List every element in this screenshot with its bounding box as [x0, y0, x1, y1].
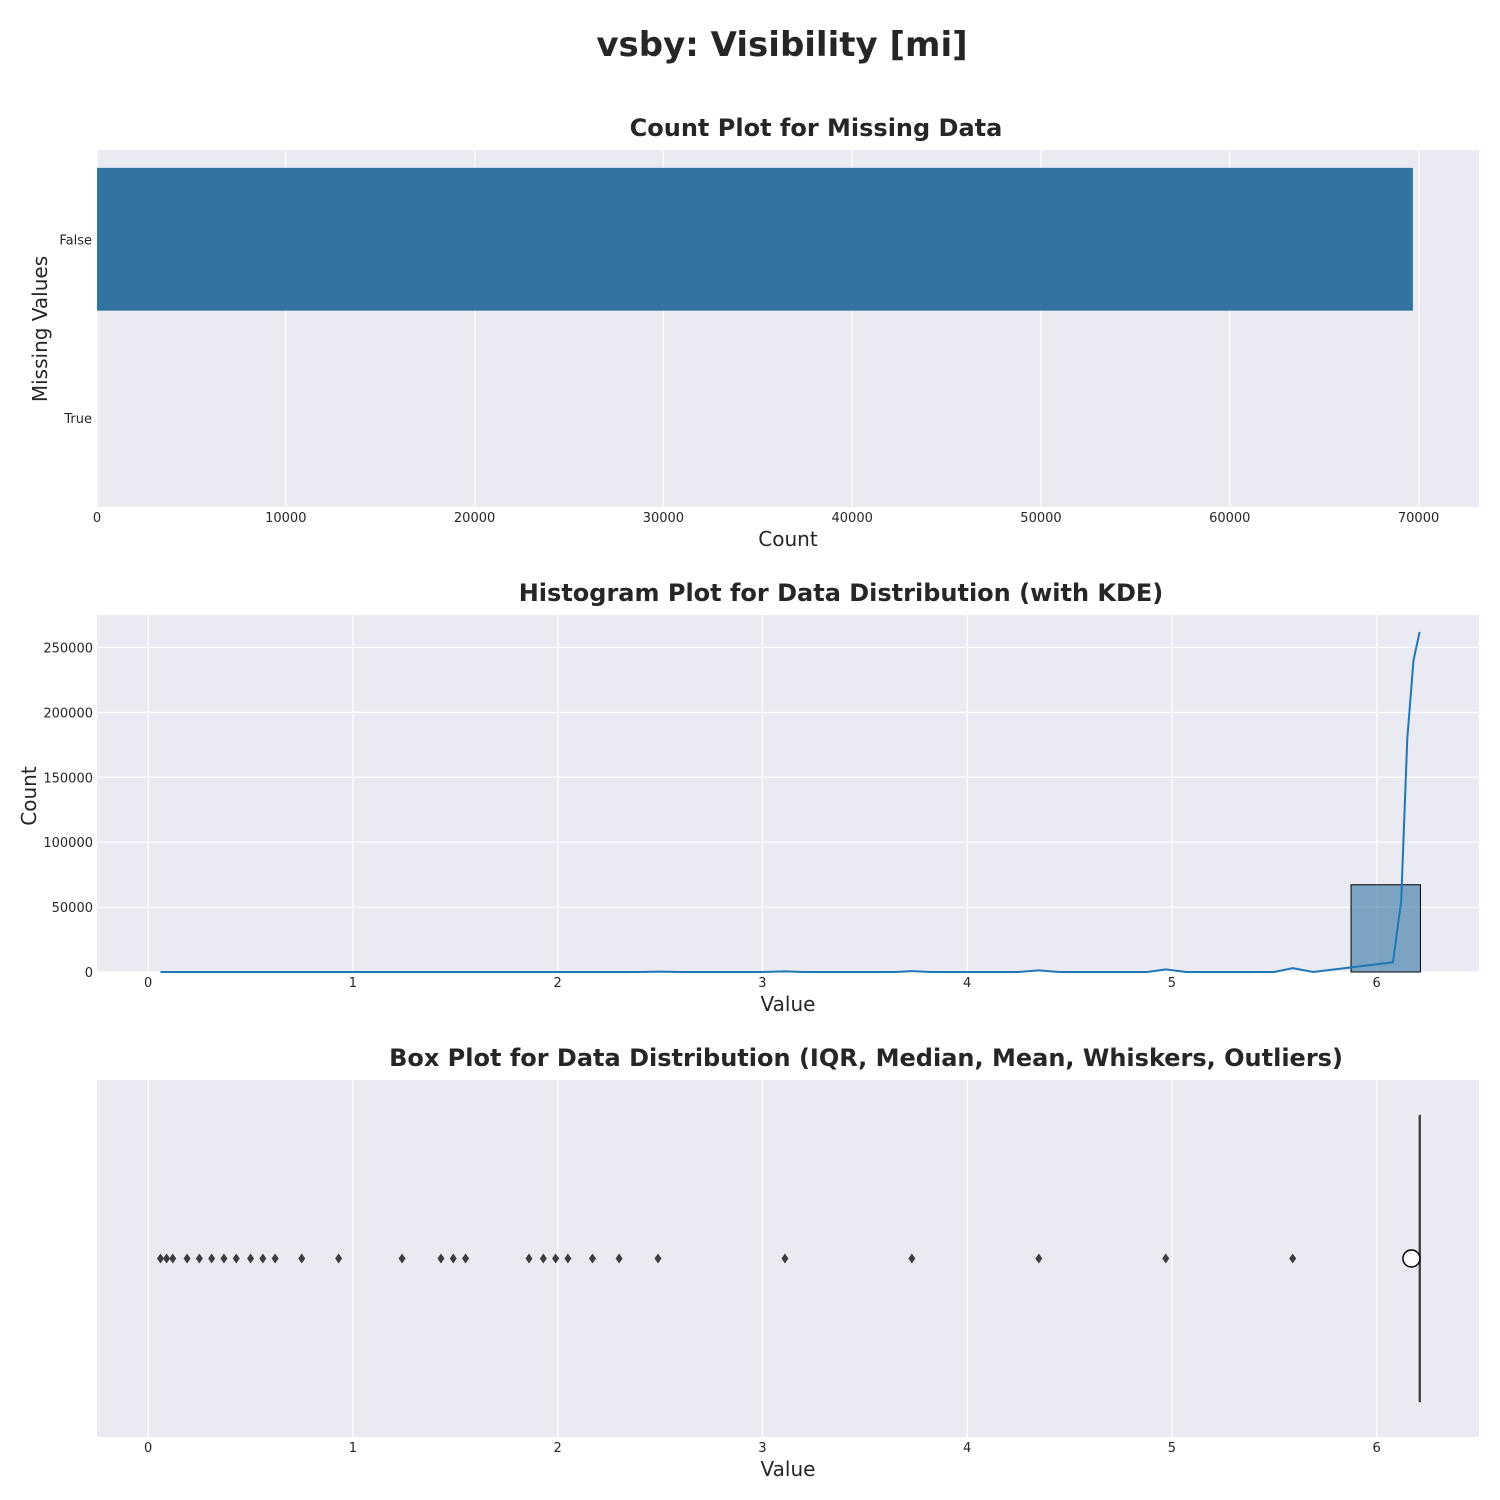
box-plot-panel: 0 1 2 3 4 5 6 Box Plot for Data Distribution (… — [97, 1044, 1479, 1481]
count-plot-ytick-label: True — [63, 412, 92, 427]
box-plot-outlier — [552, 1253, 560, 1264]
box-plot-outlier — [908, 1253, 916, 1264]
box-plot-xtick-label: 2 — [554, 1441, 562, 1456]
histogram-xtick-label: 4 — [963, 976, 971, 991]
box-plot-outlier — [335, 1253, 343, 1264]
box-plot-xtick-label: 3 — [758, 1441, 766, 1456]
box-plot-outlier — [564, 1253, 572, 1264]
count-plot-xtick-label: 0 — [93, 511, 101, 526]
box-plot-xtick-label: 4 — [963, 1441, 971, 1456]
histogram-xtick-label: 6 — [1372, 976, 1380, 991]
box-plot-outlier — [462, 1253, 470, 1264]
box-plot-outlier — [183, 1253, 191, 1264]
count-plot-xlabel: Count — [758, 527, 818, 551]
box-plot-mean-marker — [1402, 1249, 1421, 1268]
box-plot-outlier — [232, 1253, 240, 1264]
histogram-title: Histogram Plot for Data Distribution (wi… — [519, 579, 1164, 607]
count-plot-bar — [97, 167, 1413, 311]
box-plot-outlier — [1289, 1253, 1297, 1264]
count-plot-ylabel: Missing Values — [28, 256, 52, 402]
box-plot-xlabel: Value — [761, 1457, 816, 1481]
histogram-xtick-label: 2 — [554, 976, 562, 991]
box-plot-outlier — [163, 1253, 171, 1264]
count-plot-xtick-label: 20000 — [454, 511, 495, 526]
count-plot-ytick-label: False — [59, 233, 92, 248]
histogram-ylabel: Count — [17, 766, 41, 826]
histogram-kde-line — [160, 631, 1421, 974]
histogram-ytick-label: 250000 — [43, 641, 93, 656]
count-plot-panel: 0 10000 20000 30000 40000 50000 60000 70000 Fal… — [28, 114, 1479, 551]
histogram-plot-area — [97, 615, 1479, 972]
box-plot-outlier — [1162, 1253, 1170, 1264]
box-plot-outlier — [615, 1253, 623, 1264]
box-plot-xtick-label: 5 — [1168, 1441, 1176, 1456]
count-plot-xtick-label: 40000 — [832, 511, 873, 526]
box-plot-outlier — [437, 1253, 445, 1264]
box-plot-xtick-label: 1 — [349, 1441, 357, 1456]
box-plot-outlier — [449, 1253, 457, 1264]
histogram-xlabel: Value — [761, 992, 816, 1016]
count-plot-xtick-label: 50000 — [1020, 511, 1061, 526]
count-plot-xtick-label: 30000 — [643, 511, 684, 526]
histogram-ytick-label: 150000 — [43, 771, 93, 786]
box-plot-outlier — [271, 1253, 279, 1264]
count-plot-title: Count Plot for Missing Data — [630, 114, 1003, 142]
box-plot-title: Box Plot for Data Distribution (IQR, Med… — [389, 1044, 1343, 1072]
box-plot-outlier — [156, 1253, 164, 1264]
histogram-ytick-label: 50000 — [52, 901, 93, 916]
box-plot-outlier — [781, 1253, 789, 1264]
box-plot-outlier — [1035, 1253, 1043, 1264]
box-plot-outlier — [654, 1253, 662, 1264]
histogram-xtick-label: 5 — [1168, 976, 1176, 991]
box-plot-outlier — [525, 1253, 533, 1264]
histogram-panel: 0 1 2 3 4 5 6 0 50000 100000 150000 200000 250000 H… — [17, 579, 1479, 1016]
histogram-ytick-label: 200000 — [43, 706, 93, 721]
histogram-bar — [1350, 884, 1421, 973]
count-plot-xtick-label: 60000 — [1209, 511, 1250, 526]
box-plot-xtick-label: 6 — [1372, 1441, 1380, 1456]
figure-title: vsby: Visibility [mi] — [596, 25, 967, 65]
count-plot-xtick-label: 70000 — [1398, 511, 1439, 526]
histogram-xtick-label: 3 — [758, 976, 766, 991]
box-plot-xtick-label: 0 — [144, 1441, 152, 1456]
box-plot-outlier — [169, 1253, 177, 1264]
box-plot-outlier — [259, 1253, 267, 1264]
box-plot-outlier — [208, 1253, 216, 1264]
histogram-xtick-label: 1 — [349, 976, 357, 991]
box-plot-outlier — [298, 1253, 306, 1264]
box-plot-outlier — [247, 1253, 255, 1264]
box-plot-outlier — [588, 1253, 596, 1264]
box-plot-outlier — [220, 1253, 228, 1264]
box-plot-outlier — [539, 1253, 547, 1264]
histogram-xtick-label: 0 — [144, 976, 152, 991]
box-plot-outlier — [195, 1253, 203, 1264]
box-plot-outlier — [398, 1253, 406, 1264]
histogram-ytick-label: 100000 — [43, 836, 93, 851]
count-plot-xtick-label: 10000 — [265, 511, 306, 526]
histogram-ytick-label: 0 — [85, 966, 93, 981]
